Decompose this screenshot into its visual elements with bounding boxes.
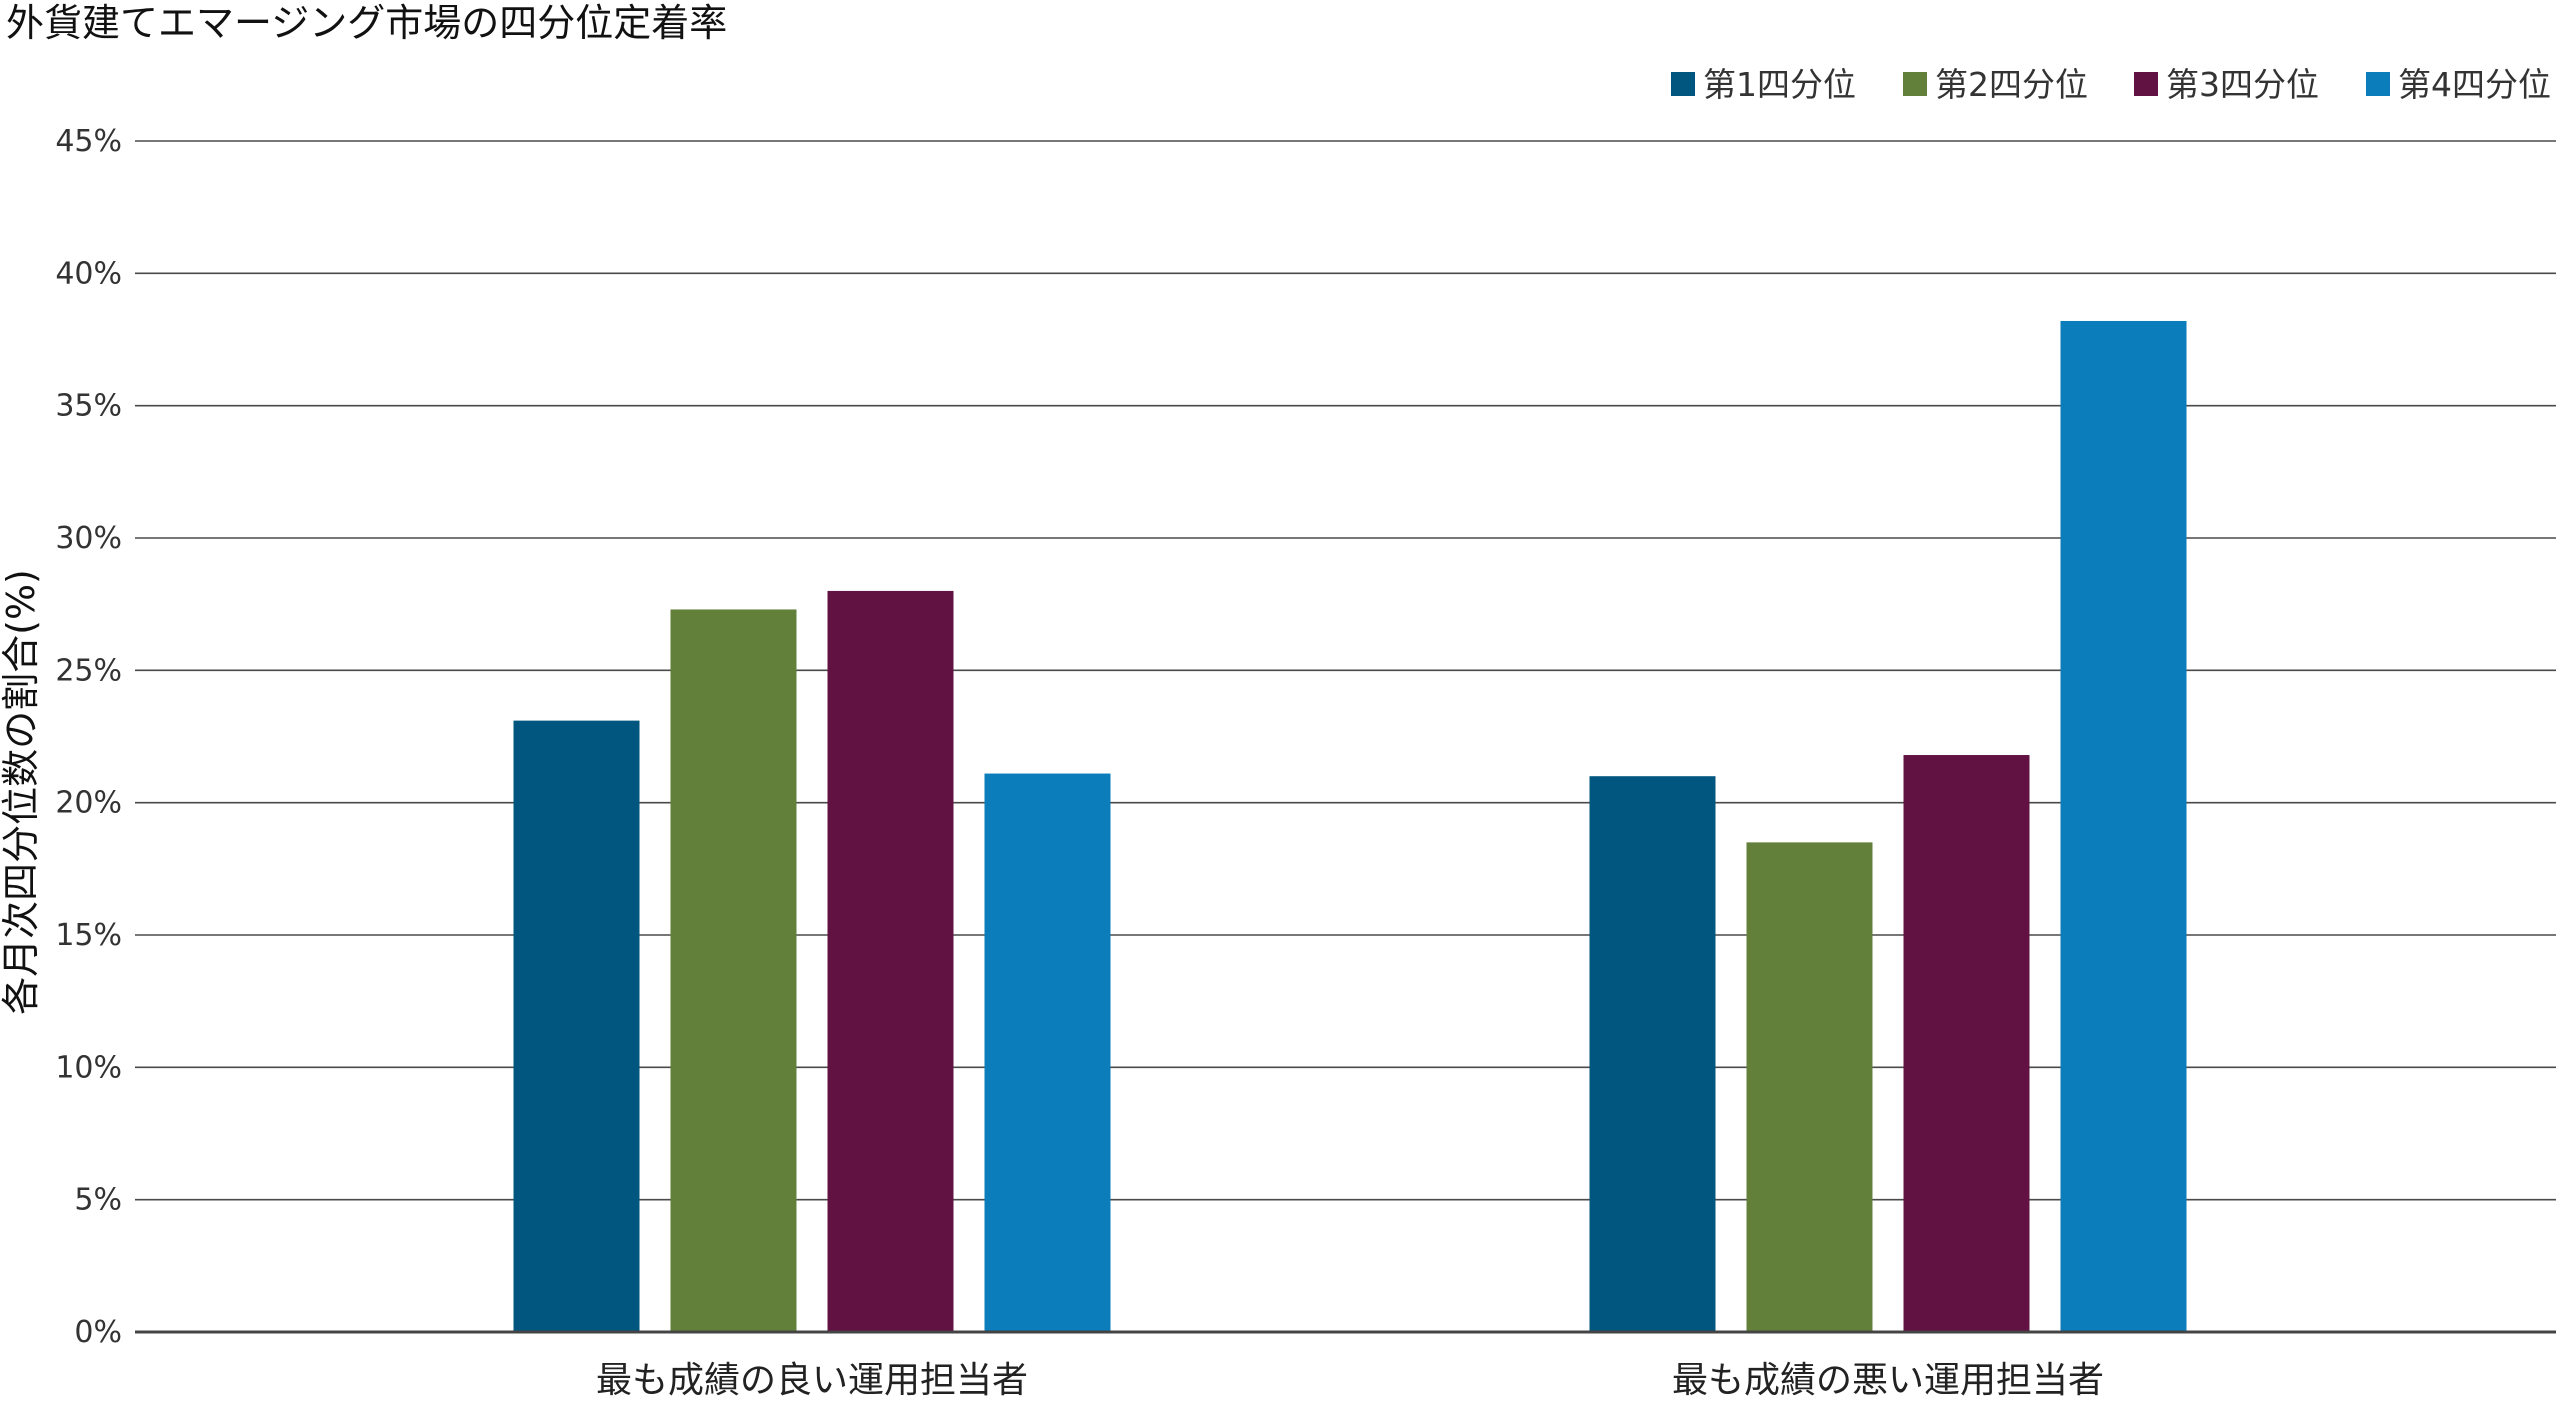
legend-label: 第3四分位 bbox=[2166, 65, 2319, 104]
y-tick-label: 40% bbox=[55, 256, 122, 291]
legend-label: 第4四分位 bbox=[2398, 65, 2551, 104]
y-tick-label: 20% bbox=[55, 786, 122, 821]
legend-label: 第1四分位 bbox=[1703, 65, 1856, 104]
legend-swatch bbox=[2366, 72, 2390, 96]
legend-swatch bbox=[1671, 72, 1695, 96]
bar bbox=[827, 590, 954, 1332]
x-axis-categories: 最も成績の良い運用担当者 最も成績の悪い運用担当者 bbox=[596, 1360, 2104, 1401]
y-tick-label: 25% bbox=[55, 653, 122, 688]
legend-swatch bbox=[2134, 72, 2158, 96]
y-tick-label: 10% bbox=[55, 1050, 122, 1085]
x-category-label: 最も成績の悪い運用担当者 bbox=[1672, 1360, 2104, 1401]
legend: 第1四分位 第2四分位 第3四分位 第4四分位 bbox=[1671, 65, 2551, 104]
y-tick-label: 30% bbox=[55, 521, 122, 556]
y-tick-label: 5% bbox=[74, 1183, 122, 1218]
y-axis-label: 各月次四分位数の割合(%) bbox=[0, 569, 43, 1015]
bar bbox=[1903, 755, 2030, 1332]
y-axis-ticks: 0% 5% 10% 15% 20% 25% 30% 35% 40% 45% bbox=[55, 124, 122, 1350]
bars bbox=[513, 320, 2187, 1332]
gridlines bbox=[135, 140, 2556, 1201]
y-tick-label: 0% bbox=[74, 1315, 122, 1350]
y-tick-label: 35% bbox=[55, 389, 122, 424]
x-category-label: 最も成績の良い運用担当者 bbox=[596, 1360, 1028, 1401]
chart-title: 外貨建てエマージング市場の四分位定着率 bbox=[6, 1, 727, 45]
y-tick-label: 45% bbox=[55, 124, 122, 159]
bar bbox=[513, 720, 640, 1332]
bar bbox=[1589, 776, 1716, 1332]
bar bbox=[984, 773, 1111, 1332]
bar bbox=[1746, 842, 1873, 1332]
bar bbox=[2060, 320, 2187, 1332]
legend-swatch bbox=[1903, 72, 1927, 96]
bar bbox=[670, 609, 797, 1332]
legend-label: 第2四分位 bbox=[1935, 65, 2088, 104]
y-tick-label: 15% bbox=[55, 918, 122, 953]
